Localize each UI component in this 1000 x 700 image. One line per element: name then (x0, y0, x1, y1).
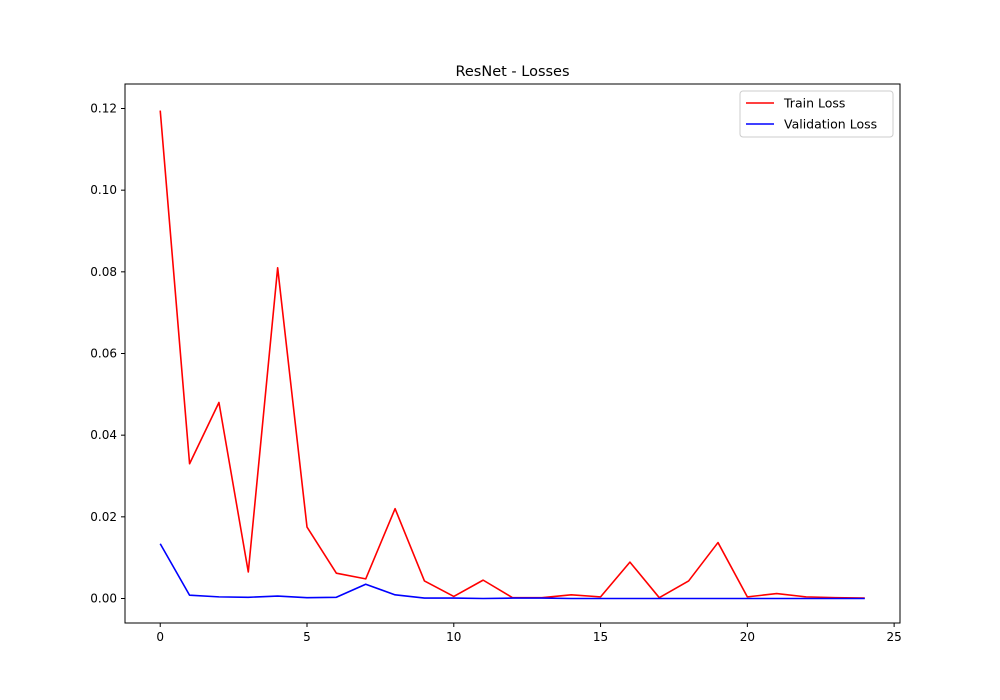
x-tick-label: 20 (740, 630, 755, 644)
x-axis: 0 5 10 15 20 25 (156, 623, 902, 644)
plot-area (124, 83, 901, 624)
x-tick-label: 5 (303, 630, 311, 644)
y-tick-label: 0.08 (90, 265, 117, 279)
series-line-validation-loss (159, 543, 865, 600)
y-tick-label: 0.12 (90, 102, 117, 116)
y-tick-label: 0.04 (90, 428, 117, 442)
x-tick-label: 15 (593, 630, 608, 644)
x-tick-label: 10 (446, 630, 461, 644)
y-axis: 0.00 0.02 0.04 0.06 0.08 0.10 0.12 (90, 102, 125, 606)
series-layer (159, 110, 865, 600)
legend-box (739, 90, 894, 138)
y-tick-label: 0.00 (90, 592, 117, 606)
y-tick-label: 0.02 (90, 510, 117, 524)
x-tick-label: 25 (886, 630, 901, 644)
y-tick-label: 0.10 (90, 183, 117, 197)
chart-title: ResNet - Losses (455, 64, 569, 80)
x-tick-label: 0 (156, 630, 164, 644)
legend: Train Loss Validation Loss (739, 90, 894, 138)
y-tick-label: 0.06 (90, 347, 117, 361)
legend-label: Train Loss (783, 96, 845, 111)
legend-label: Validation Loss (784, 117, 877, 132)
